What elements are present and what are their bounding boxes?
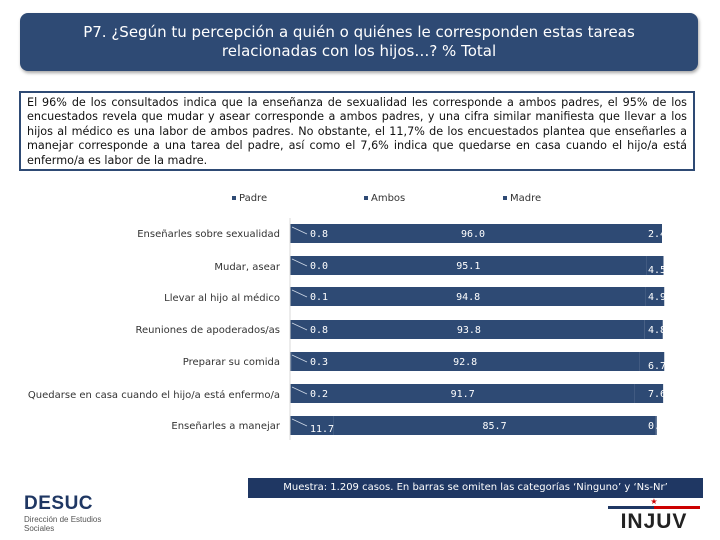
bar-segment-padre xyxy=(290,224,293,243)
data-label-madre: 0.4 xyxy=(648,421,666,432)
summary-box: El 96% de los consultados indica que la … xyxy=(19,91,695,171)
legend-label-padre: Padre xyxy=(239,193,268,204)
sample-note: Muestra: 1.209 casos. En barras se omite… xyxy=(248,478,703,498)
bar-segment-padre xyxy=(290,416,334,435)
summary-text: El 96% de los consultados indica que la … xyxy=(27,96,687,167)
data-label-ambos: 85.7 xyxy=(483,421,507,432)
label-leader-line xyxy=(291,289,308,298)
legend-swatch-ambos xyxy=(364,196,368,200)
legend-label-ambos: Ambos xyxy=(371,193,406,204)
data-label-madre: 2.4 xyxy=(648,229,666,240)
legend-item-padre: Padre xyxy=(232,193,267,204)
category-label: Quedarse en casa cuando el hijo/a está e… xyxy=(27,390,280,401)
bar-segment-ambos xyxy=(291,352,640,371)
label-leader-line xyxy=(291,226,308,235)
sample-note-text: Muestra: 1.209 casos. En barras se omite… xyxy=(283,482,668,493)
legend-swatch-padre xyxy=(232,196,236,200)
category-label: Mudar, asear xyxy=(214,262,280,273)
legend-label-madre: Madre xyxy=(510,193,542,204)
desuc-logo-subtitle: Dirección de Estudios Sociales xyxy=(24,515,102,533)
data-label-ambos: 93.8 xyxy=(457,325,481,336)
legend-item-madre: Madre xyxy=(503,193,541,204)
category-label: Reuniones de apoderados/as xyxy=(135,325,281,336)
category-label: Enseñarles a manejar xyxy=(171,421,280,432)
bar-segment-madre xyxy=(644,320,663,339)
label-leader-line xyxy=(291,322,308,331)
bar-segment-madre xyxy=(653,224,662,243)
data-label-ambos: 94.8 xyxy=(456,292,480,303)
data-label-padre: 11.7 xyxy=(310,424,334,435)
data-label-padre: 0.8 xyxy=(310,229,328,240)
bar-segment-ambos xyxy=(293,224,653,243)
bar-segment-madre xyxy=(655,416,657,435)
injuv-logo-name: INJUV xyxy=(620,510,688,533)
data-label-padre: 0.0 xyxy=(310,261,328,272)
bar-segment-padre xyxy=(290,352,292,371)
injuv-logo: ★ INJUV xyxy=(608,498,700,534)
bar-segment-ambos xyxy=(293,320,645,339)
data-label-madre: 7.6 xyxy=(648,389,666,400)
bar-segment-madre xyxy=(645,287,665,306)
legend-item-ambos: Ambos xyxy=(364,193,405,204)
data-label-padre: 0.1 xyxy=(310,292,328,303)
desuc-logo: DESUC Dirección de Estudios Sociales xyxy=(24,493,119,533)
slide-title-box: P7. ¿Según tu percepción a quién o quién… xyxy=(20,13,698,71)
category-label: Preparar su comida xyxy=(182,357,280,368)
bar-segment-ambos xyxy=(290,256,647,275)
label-leader-line xyxy=(291,354,308,363)
data-label-ambos: 91.7 xyxy=(451,389,475,400)
data-label-padre: 0.2 xyxy=(310,389,328,400)
data-label-madre: 4.9 xyxy=(648,292,666,303)
data-label-ambos: 95.1 xyxy=(456,261,480,272)
flag-stripe xyxy=(608,506,700,509)
bar-segment-madre xyxy=(634,384,664,403)
bar-segment-madre xyxy=(646,256,664,275)
bar-segment-ambos xyxy=(333,416,656,435)
data-label-ambos: 92.8 xyxy=(453,357,477,368)
bar-segment-padre xyxy=(290,320,293,339)
bar-segment-ambos xyxy=(290,384,635,403)
label-leader-line xyxy=(291,386,308,395)
bar-segment-madre xyxy=(639,352,665,371)
slide-title: P7. ¿Según tu percepción a quién o quién… xyxy=(83,23,635,60)
category-label: Enseñarles sobre sexualidad xyxy=(137,229,280,240)
star-icon: ★ xyxy=(650,497,658,506)
data-label-ambos: 96.0 xyxy=(461,229,485,240)
label-leader-line xyxy=(291,418,308,427)
category-label: Llevar al hijo al médico xyxy=(164,293,280,304)
bar-segment-ambos xyxy=(290,287,646,306)
data-label-madre: 4.5 xyxy=(648,265,666,276)
data-label-padre: 0.8 xyxy=(310,325,328,336)
desuc-logo-name: DESUC xyxy=(24,493,94,514)
label-leader-line xyxy=(291,258,308,267)
legend-swatch-madre xyxy=(503,196,507,200)
data-label-madre: 4.8 xyxy=(648,325,666,336)
data-label-padre: 0.3 xyxy=(310,357,328,368)
data-label-madre: 6.7 xyxy=(648,361,666,372)
